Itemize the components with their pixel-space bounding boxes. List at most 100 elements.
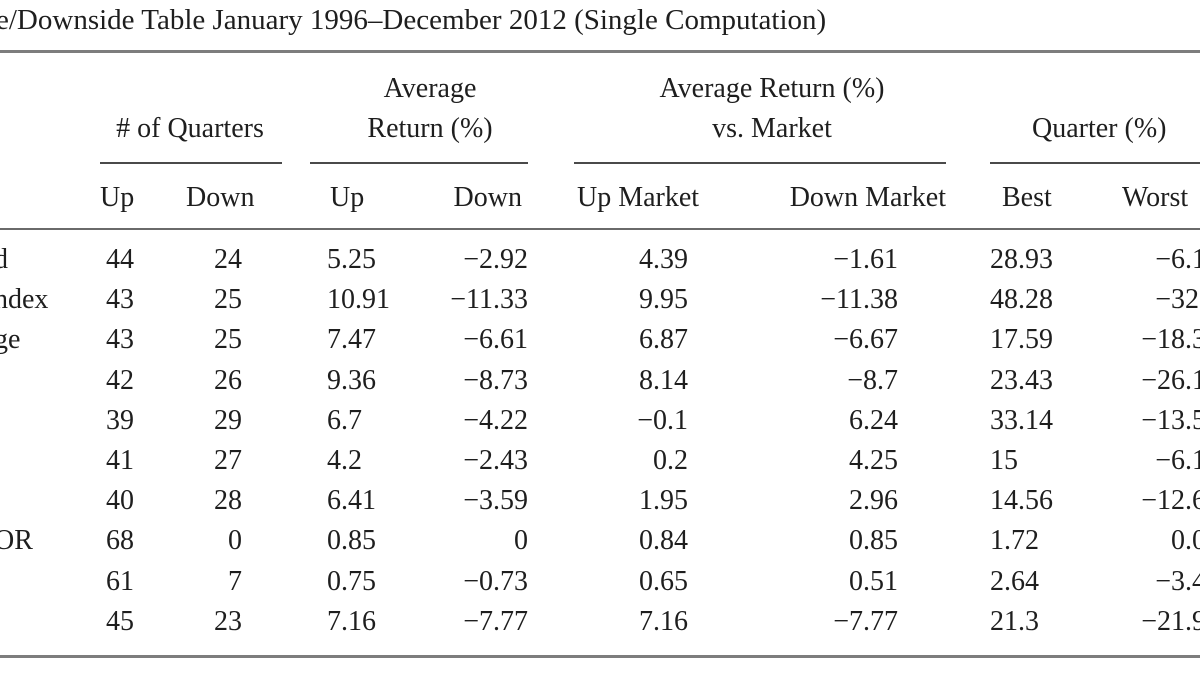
group-header-avg-return-line1: Average: [383, 73, 477, 104]
column-header: Up: [100, 182, 135, 213]
row-label: ndex: [0, 284, 49, 315]
table-cell: 68: [106, 525, 134, 556]
table-cell: −12.62: [1141, 485, 1200, 516]
table-cell: 40: [106, 485, 134, 516]
table-cell: 61: [106, 566, 134, 597]
column-header: Up: [330, 182, 365, 213]
bottom-rule: [0, 655, 1200, 658]
table-cell: −32.7: [1155, 284, 1200, 315]
group-rule-vs-market: [574, 162, 946, 164]
table-cell: 0.2: [653, 445, 688, 476]
table-cell: −13.51: [1141, 405, 1200, 436]
table-cell: −6.12: [1155, 244, 1200, 275]
table-cell: 7.16: [639, 606, 688, 637]
table-cell: −3.59: [463, 485, 528, 516]
table-cell: 0.84: [639, 525, 688, 556]
column-header: Down Market: [789, 182, 946, 213]
group-header-vs-market-line1: Average Return (%): [659, 73, 885, 104]
table-cell: 7: [228, 566, 242, 597]
table-cell: 43: [106, 324, 134, 355]
table-cell: 4.2: [327, 445, 362, 476]
table-cell: 43: [106, 284, 134, 315]
table-cell: 4.25: [849, 445, 898, 476]
table-cell: 29: [214, 405, 242, 436]
table-cell: 7.47: [327, 324, 376, 355]
group-header-avg-return-line2: Return (%): [367, 113, 493, 144]
table-cell: −1.61: [833, 244, 898, 275]
table-cell: −0.1: [637, 405, 688, 436]
table-cell: −8.7: [847, 365, 898, 396]
table-cell: 0.06: [1171, 525, 1200, 556]
table-cell: −4.22: [463, 405, 528, 436]
table-cell: 2.64: [990, 566, 1039, 597]
table-cell: 10.91: [327, 284, 390, 315]
table-cell: 7.16: [327, 606, 376, 637]
table-cell: −0.73: [463, 566, 528, 597]
table-cell: 9.95: [639, 284, 688, 315]
table-cell: −11.38: [820, 284, 898, 315]
column-header: Best: [1002, 182, 1052, 213]
group-rule-avg-return: [310, 162, 528, 164]
table-cell: −26.12: [1141, 365, 1200, 396]
table-cell: 0.85: [327, 525, 376, 556]
table-cell: 0: [228, 525, 242, 556]
table-cell: 1.72: [990, 525, 1039, 556]
header-rule: [0, 228, 1200, 230]
table-cell: −11.33: [450, 284, 528, 315]
table-cell: 9.36: [327, 365, 376, 396]
table-cell: 0.65: [639, 566, 688, 597]
table-cell: 0: [514, 525, 528, 556]
table-cell: 23: [214, 606, 242, 637]
table-cell: −18.38: [1141, 324, 1200, 355]
group-header-vs-market-line2: vs. Market: [712, 113, 832, 144]
table-cell: 6.24: [849, 405, 898, 436]
table-cell: 0.75: [327, 566, 376, 597]
table-cell: 27: [214, 445, 242, 476]
table-cell: 14.56: [990, 485, 1053, 516]
group-rule-quarters: [100, 162, 282, 164]
table-cell: 5.25: [327, 244, 376, 275]
row-label: OR: [0, 525, 33, 556]
table-cell: −8.73: [463, 365, 528, 396]
table-cell: 25: [214, 324, 242, 355]
column-header: Worst: [1122, 182, 1189, 213]
row-label: d: [0, 244, 8, 275]
table-cell: 2.96: [849, 485, 898, 516]
table-cell: −2.43: [463, 445, 528, 476]
table-cell: −3.41: [1155, 566, 1200, 597]
table-cell: 6.87: [639, 324, 688, 355]
table-cell: 8.14: [639, 365, 688, 396]
table-cell: 4.39: [639, 244, 688, 275]
table-cell: 25: [214, 284, 242, 315]
table-cell: 28: [214, 485, 242, 516]
table-cell: −7.77: [463, 606, 528, 637]
column-header: Up Market: [577, 182, 700, 213]
column-header: Down: [186, 182, 255, 213]
table-cell: 23.43: [990, 365, 1053, 396]
table-cell: −6.67: [833, 324, 898, 355]
table-cell: 6.41: [327, 485, 376, 516]
table-cell: 0.85: [849, 525, 898, 556]
table-cell: −6.61: [463, 324, 528, 355]
table-title: e/Downside Table January 1996–December 2…: [0, 4, 827, 36]
table-cell: −7.77: [833, 606, 898, 637]
table-cell: 45: [106, 606, 134, 637]
table-cell: 1.95: [639, 485, 688, 516]
table-cell: −21.94: [1141, 606, 1200, 637]
table-cell: 26: [214, 365, 242, 396]
group-rule-quarter: [990, 162, 1200, 164]
table-cell: 41: [106, 445, 134, 476]
table-cell: 6.7: [327, 405, 362, 436]
table-cell: 44: [106, 244, 134, 275]
group-header-quarters: # of Quarters: [116, 113, 264, 144]
table-cell: 33.14: [990, 405, 1053, 436]
group-header-quarter: Quarter (%): [1032, 113, 1167, 144]
table-cell: 48.28: [990, 284, 1053, 315]
table-cell: 28.93: [990, 244, 1053, 275]
table-cell: 0.51: [849, 566, 898, 597]
table-cell: 24: [214, 244, 242, 275]
column-header: Down: [453, 182, 522, 213]
table-cell: −6.19: [1155, 445, 1200, 476]
row-label: ge: [0, 324, 21, 355]
table-cell: 21.3: [990, 606, 1039, 637]
